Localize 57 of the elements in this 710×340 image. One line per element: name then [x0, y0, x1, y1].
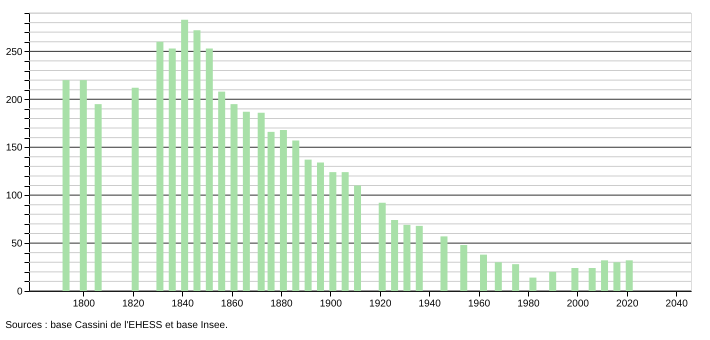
bar: [268, 132, 275, 291]
bar: [480, 254, 488, 291]
bar: [329, 172, 336, 291]
y-tick-label: 50: [11, 238, 23, 250]
bar: [168, 48, 176, 291]
x-tick-label: 1900: [320, 298, 342, 310]
bar: [494, 262, 502, 291]
y-tick-label: 100: [6, 190, 23, 202]
bar: [601, 260, 608, 291]
x-tick-label: 1820: [122, 298, 145, 310]
bar: [80, 80, 87, 291]
bar: [230, 104, 238, 291]
bar: [378, 202, 386, 291]
bar: [588, 268, 596, 291]
bar: [416, 226, 423, 291]
bar: [549, 272, 556, 291]
bar: [218, 92, 226, 291]
x-tick-label: 2020: [616, 298, 639, 310]
x-tick-label: 1860: [220, 298, 244, 310]
y-tick-label: 0: [16, 286, 23, 298]
bar: [280, 130, 287, 291]
bar: [181, 20, 188, 291]
bar: [304, 160, 312, 291]
bar: [571, 268, 578, 291]
bar: [460, 244, 468, 291]
bar: [354, 186, 362, 291]
x-tick-label: 2000: [566, 298, 590, 310]
bar: [292, 140, 300, 291]
y-tick-label: 200: [6, 94, 23, 106]
y-tick-label: 150: [6, 142, 23, 154]
bar: [206, 48, 213, 291]
bar: [242, 112, 250, 291]
bar: [62, 80, 70, 291]
bar: [258, 112, 265, 291]
x-tick-label: 2040: [666, 298, 688, 310]
bar: [193, 30, 200, 291]
bar: [440, 236, 448, 291]
x-tick-label: 1960: [468, 298, 491, 310]
x-tick-label: 1800: [72, 298, 96, 310]
bar: [342, 172, 349, 291]
bar: [529, 278, 536, 291]
x-tick-label: 1940: [418, 298, 442, 310]
bar: [316, 162, 324, 291]
x-tick-label: 1980: [517, 298, 540, 310]
bar: [626, 260, 633, 291]
x-tick-label: 1920: [369, 298, 392, 310]
bar: [403, 224, 410, 291]
bar: [512, 264, 520, 291]
bar: [94, 104, 102, 291]
y-tick-label: 250: [6, 46, 23, 58]
bar: [132, 88, 139, 291]
bar: [156, 42, 164, 291]
source-note: Sources : base Cassini de l'EHESS et base Insee.: [5, 320, 228, 331]
x-tick-label: 1880: [270, 298, 294, 310]
x-tick-label: 1840: [172, 298, 194, 310]
bar: [613, 262, 620, 291]
bar: [391, 220, 398, 291]
